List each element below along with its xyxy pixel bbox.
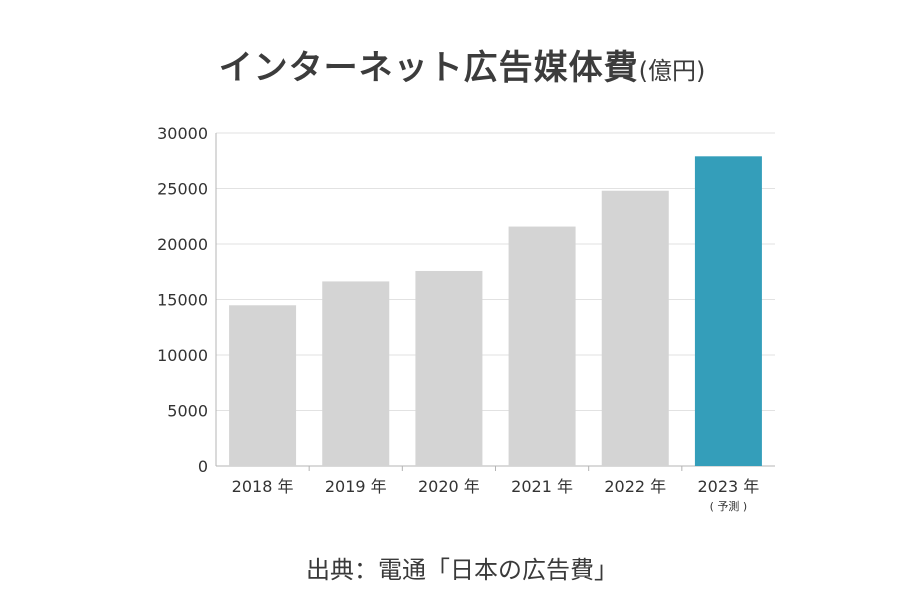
bar xyxy=(694,156,762,466)
x-tick-label: 2018 年 xyxy=(232,477,294,496)
x-tick-label: 2021 年 xyxy=(511,477,573,496)
x-tick-label: 2023 年 xyxy=(698,477,760,496)
y-tick-label: 10000 xyxy=(157,346,208,365)
bar xyxy=(601,190,669,466)
x-tick-label: 2019 年 xyxy=(325,477,387,496)
source-caption: 出典：電通「日本の広告費」 xyxy=(306,556,618,584)
y-tick-label: 30000 xyxy=(157,124,208,143)
x-tick-label: 2020 年 xyxy=(418,477,480,496)
chart-title-main: インターネット広告媒体費 xyxy=(218,48,639,88)
bar xyxy=(415,270,483,466)
bar xyxy=(229,305,297,466)
bar xyxy=(508,226,576,466)
x-tick-label: 2022 年 xyxy=(604,477,666,496)
y-tick-label: 25000 xyxy=(157,180,208,199)
y-tick-label: 0 xyxy=(198,457,208,476)
bar xyxy=(322,281,390,466)
y-tick-label: 5000 xyxy=(167,402,208,421)
y-tick-label: 20000 xyxy=(157,235,208,254)
chart-title-unit: (億円) xyxy=(638,57,706,85)
x-tick-note: ( 予測 ) xyxy=(710,499,748,513)
chart-title: インターネット広告媒体費(億円) xyxy=(0,40,924,89)
y-tick-label: 15000 xyxy=(157,291,208,310)
